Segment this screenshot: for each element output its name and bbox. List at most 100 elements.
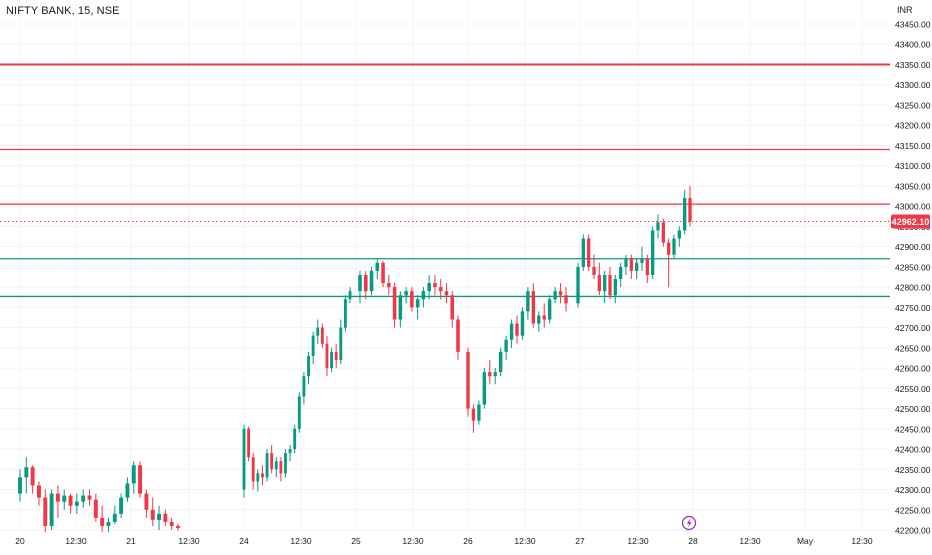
candle-body xyxy=(343,299,347,328)
candle-down xyxy=(542,303,546,328)
candle-up xyxy=(677,226,681,247)
candle-up xyxy=(24,457,29,494)
candle-down xyxy=(597,262,601,296)
candle-down xyxy=(247,426,251,462)
candle-down xyxy=(387,274,391,296)
candle-up xyxy=(343,295,347,332)
event-marker[interactable] xyxy=(681,515,697,531)
candle-body xyxy=(330,351,333,369)
candle-body xyxy=(369,270,374,292)
candle-up xyxy=(131,461,136,494)
price-axis[interactable]: 43450.00 43400.00 43350.00 43300.00 43250.00… xyxy=(895,20,931,536)
candle-up xyxy=(613,274,617,304)
horizontal-gridlines xyxy=(0,23,890,531)
candle-up xyxy=(640,246,644,271)
candle-down xyxy=(320,323,324,348)
candle-down xyxy=(410,287,414,312)
candle-body xyxy=(526,291,530,312)
candle-up xyxy=(526,287,530,320)
candle-body xyxy=(488,372,492,377)
candle-body xyxy=(316,327,320,336)
candle-body xyxy=(62,495,67,502)
price-tick-label: 43150.00 xyxy=(895,141,931,151)
candle-body xyxy=(553,291,557,300)
candle-up xyxy=(307,351,310,385)
candle-down xyxy=(466,347,470,417)
candle-body xyxy=(603,274,607,292)
candle-down xyxy=(68,493,73,514)
candle-up xyxy=(18,469,22,502)
candle-body xyxy=(471,408,476,421)
candle-body xyxy=(311,335,315,356)
time-tick-label: 12:30 xyxy=(739,536,761,546)
candle-body xyxy=(608,274,612,296)
time-tick-label: 27 xyxy=(575,536,585,546)
candle-body xyxy=(119,497,124,514)
candle-down xyxy=(270,444,274,474)
candle-down xyxy=(138,461,143,498)
candle-up xyxy=(265,449,269,482)
candle-body xyxy=(651,230,655,275)
price-tick-label: 42450.00 xyxy=(895,424,931,434)
candle-body xyxy=(677,230,681,239)
time-axis[interactable]: 20 12:30 21 12:30 24 12:30 25 12:30 26 12:30 27 12:… xyxy=(15,536,873,546)
candle-body xyxy=(613,279,617,296)
candle-down xyxy=(100,505,105,533)
candle-down xyxy=(433,274,437,296)
price-tick-label: 43250.00 xyxy=(895,100,931,110)
time-tick-label: 25 xyxy=(351,536,361,546)
candle-up xyxy=(62,489,67,510)
candle-body xyxy=(592,266,596,275)
candle-up xyxy=(49,489,54,530)
price-tick-label: 42250.00 xyxy=(895,505,931,515)
candle-body xyxy=(87,495,92,500)
candle-up xyxy=(125,477,130,502)
candle-down xyxy=(363,270,368,300)
candle-body xyxy=(564,295,568,304)
price-tick-label: 42300.00 xyxy=(895,485,931,495)
candle-body xyxy=(270,453,274,470)
candle-body xyxy=(597,274,601,292)
candle-body xyxy=(493,372,497,377)
candle-body xyxy=(81,495,86,502)
candle-up xyxy=(635,258,639,280)
candle-down xyxy=(43,489,48,533)
candle-up xyxy=(537,311,541,332)
time-tick-label: 12:30 xyxy=(514,536,536,546)
vertical-gridlines xyxy=(19,0,863,532)
candle-body xyxy=(640,258,644,263)
candle-body xyxy=(504,339,508,352)
candle-body xyxy=(247,428,251,458)
last-price-value: 42962.10 xyxy=(892,217,930,227)
price-tick-label: 43350.00 xyxy=(895,60,931,70)
candle-down xyxy=(444,283,449,304)
time-tick-label: 12:30 xyxy=(402,536,424,546)
lightning-bolt xyxy=(686,518,692,528)
candle-body xyxy=(477,404,481,421)
candle-body xyxy=(150,509,155,520)
candle-down xyxy=(169,517,174,530)
candle-down xyxy=(587,234,591,271)
candle-body xyxy=(274,461,278,470)
candle-body xyxy=(509,323,514,340)
candle-body xyxy=(515,323,519,336)
candle-up xyxy=(398,291,403,328)
candle-body xyxy=(320,327,324,344)
candle-up xyxy=(553,287,557,304)
candle-body xyxy=(348,291,352,300)
time-tick-label: 12:30 xyxy=(65,536,87,546)
candle-body xyxy=(404,291,408,296)
candle-body xyxy=(157,513,161,520)
currency-label: INR xyxy=(897,5,913,15)
price-tick-label: 42600.00 xyxy=(895,364,931,374)
price-tick-label: 42700.00 xyxy=(895,323,931,333)
candle-body xyxy=(635,262,639,271)
candle-body xyxy=(410,291,414,308)
candle-body xyxy=(415,299,420,308)
time-tick-label: 28 xyxy=(688,536,698,546)
candle-body xyxy=(444,291,449,296)
candle-body xyxy=(169,521,174,526)
candle-down xyxy=(251,453,255,490)
